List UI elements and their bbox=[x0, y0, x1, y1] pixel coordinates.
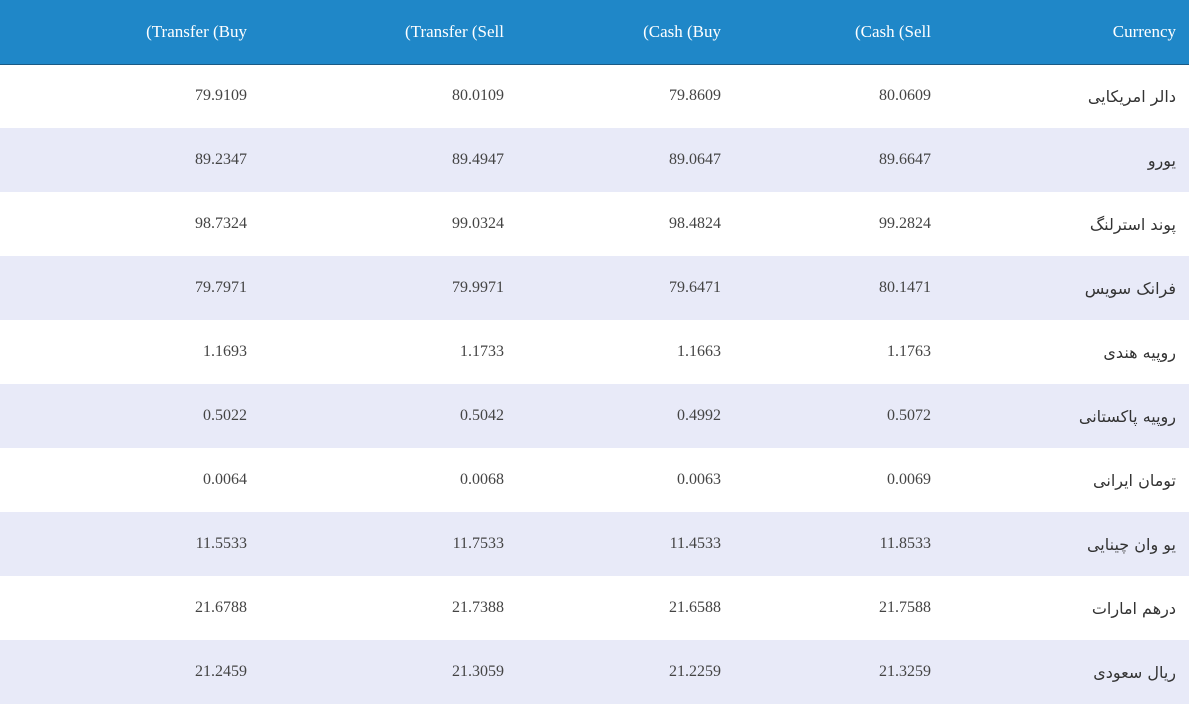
table-row: 0.5022 0.5042 0.4992 0.5072 روپیه پاکستانی bbox=[0, 384, 1189, 448]
cell-cash-sell: 1.1763 bbox=[887, 343, 931, 360]
cell-cash-buy: 0.4992 bbox=[677, 407, 721, 424]
cell-transfer-sell: 21.7388 bbox=[452, 599, 504, 616]
table-row: 21.6788 21.7388 21.6588 21.7588 درهم امارات bbox=[0, 576, 1189, 640]
table-body: 79.9109 80.0109 79.8609 80.0609 دالر امریکای… bbox=[0, 64, 1189, 704]
cell-cash-buy: 21.6588 bbox=[669, 599, 721, 616]
table-row: 21.2459 21.3059 21.2259 21.3259 ریال سعودی bbox=[0, 640, 1189, 704]
cell-cash-sell: 89.6647 bbox=[879, 151, 931, 168]
cell-cash-buy: 21.2259 bbox=[669, 663, 721, 680]
table-row: 79.9109 80.0109 79.8609 80.0609 دالر امریکای… bbox=[0, 64, 1189, 128]
cell-cash-buy: 11.4533 bbox=[669, 535, 721, 552]
cell-transfer-sell: 80.0109 bbox=[452, 87, 504, 105]
cell-cash-sell: 21.3259 bbox=[879, 663, 931, 680]
cell-transfer-buy: 11.5533 bbox=[195, 535, 247, 552]
cell-transfer-sell: 99.0324 bbox=[452, 215, 504, 232]
cell-transfer-buy: 79.9109 bbox=[195, 87, 247, 105]
cell-transfer-sell: 79.9971 bbox=[452, 279, 504, 296]
cell-transfer-buy: 0.0064 bbox=[203, 471, 247, 488]
cell-currency-name: درهم امارات bbox=[1091, 598, 1176, 618]
header-row: (Transfer (Buy (Transfer (Sell (Cash (Bu… bbox=[0, 0, 1189, 65]
cell-cash-sell: 99.2824 bbox=[879, 215, 931, 232]
table-row: 89.2347 89.4947 89.0647 89.6647 یورو bbox=[0, 128, 1189, 192]
cell-cash-sell: 80.1471 bbox=[879, 279, 931, 296]
cell-transfer-buy: 0.5022 bbox=[203, 407, 247, 424]
cell-currency-name: یو وان چینایی bbox=[1086, 534, 1176, 554]
cell-transfer-buy: 21.2459 bbox=[195, 663, 247, 680]
cell-transfer-buy: 89.2347 bbox=[195, 151, 247, 168]
cell-cash-buy: 89.0647 bbox=[669, 151, 721, 168]
cell-transfer-buy: 1.1693 bbox=[203, 343, 247, 360]
cell-transfer-sell: 21.3059 bbox=[452, 663, 504, 680]
cell-transfer-sell: 0.5042 bbox=[460, 407, 504, 424]
cell-cash-sell: 21.7588 bbox=[879, 599, 931, 616]
cell-transfer-sell: 1.1733 bbox=[460, 343, 504, 360]
cell-transfer-buy: 98.7324 bbox=[195, 215, 247, 232]
cell-cash-buy: 79.6471 bbox=[669, 279, 721, 296]
header-transfer-buy: (Transfer (Buy bbox=[0, 0, 247, 65]
cell-currency-name: تومان ایرانی bbox=[1093, 470, 1176, 490]
cell-currency-name: پوند استرلنگ bbox=[1089, 214, 1176, 234]
cell-cash-sell: 0.0069 bbox=[887, 471, 931, 488]
cell-cash-buy: 0.0063 bbox=[677, 471, 721, 488]
header-cash-sell: (Cash (Sell bbox=[721, 0, 931, 65]
cell-cash-buy: 98.4824 bbox=[669, 215, 721, 232]
cell-cash-buy: 1.1663 bbox=[677, 343, 721, 360]
cell-cash-sell: 0.5072 bbox=[887, 407, 931, 424]
cell-currency-name: روپیه پاکستانی bbox=[1078, 406, 1176, 426]
cell-currency-name: یورو bbox=[1147, 150, 1176, 170]
table-row: 98.7324 99.0324 98.4824 99.2824 پوند استرلنگ bbox=[0, 192, 1189, 256]
cell-currency-name: ریال سعودی bbox=[1093, 662, 1176, 682]
cell-cash-sell: 80.0609 bbox=[879, 87, 931, 105]
cell-currency-name: روپیه هندی bbox=[1103, 342, 1176, 362]
table-row: 1.1693 1.1733 1.1663 1.1763 روپیه هندی bbox=[0, 320, 1189, 384]
cell-currency-name: دالر امریکایی bbox=[1087, 86, 1176, 106]
cell-transfer-sell: 11.7533 bbox=[452, 535, 504, 552]
cell-transfer-buy: 79.7971 bbox=[195, 279, 247, 296]
table-row: 11.5533 11.7533 11.4533 11.8533 یو وان چینای… bbox=[0, 512, 1189, 576]
header-currency: Currency bbox=[931, 0, 1189, 65]
cell-currency-name: فرانک سویس bbox=[1084, 278, 1176, 298]
table-row: 0.0064 0.0068 0.0063 0.0069 تومان ایرانی bbox=[0, 448, 1189, 512]
table-header: (Transfer (Buy (Transfer (Sell (Cash (Bu… bbox=[0, 0, 1189, 65]
cell-transfer-sell: 89.4947 bbox=[452, 151, 504, 168]
cell-cash-sell: 11.8533 bbox=[879, 535, 931, 552]
header-transfer-sell: (Transfer (Sell bbox=[247, 0, 504, 65]
header-cash-buy: (Cash (Buy bbox=[504, 0, 721, 65]
cell-cash-buy: 79.8609 bbox=[669, 87, 721, 105]
table-row: 79.7971 79.9971 79.6471 80.1471 فرانک سویس bbox=[0, 256, 1189, 320]
cell-transfer-sell: 0.0068 bbox=[460, 471, 504, 488]
cell-transfer-buy: 21.6788 bbox=[195, 599, 247, 616]
